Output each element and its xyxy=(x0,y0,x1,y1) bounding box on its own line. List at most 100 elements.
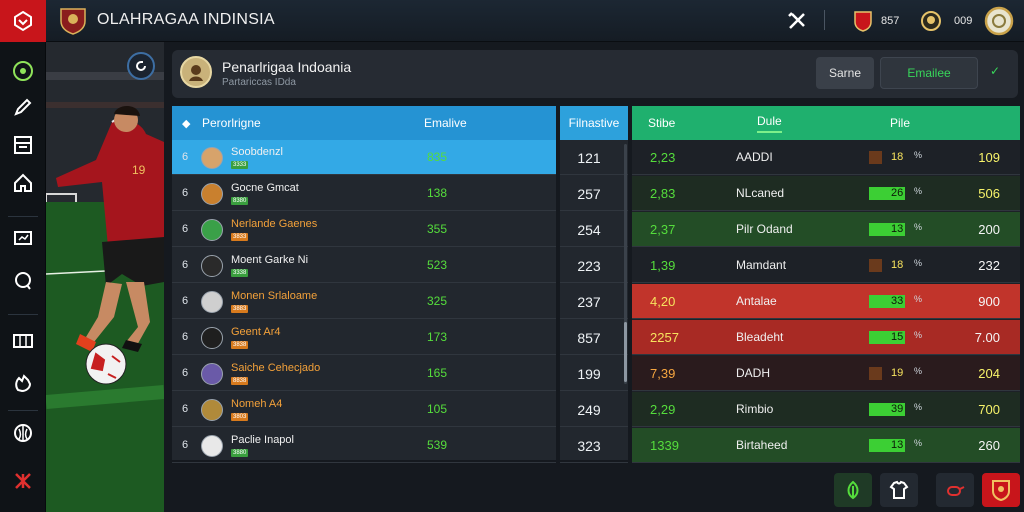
player-rank: 6 xyxy=(182,403,189,415)
svg-text:19: 19 xyxy=(132,163,146,177)
column-header-label: Pile xyxy=(890,116,911,130)
stats-row[interactable]: 2,83 NLcaned 26% 506 xyxy=(632,176,1020,211)
club-crest-icon xyxy=(60,8,86,35)
sidebar-item-home[interactable] xyxy=(8,168,38,198)
player-rank: 6 xyxy=(182,151,189,163)
player-avatar xyxy=(201,255,223,277)
profile-button[interactable] xyxy=(984,6,1014,36)
row-value: 857 xyxy=(577,330,601,346)
stat-total: 900 xyxy=(978,294,1000,309)
stat-badge-two[interactable]: 009 xyxy=(920,6,972,36)
stat-bar: 18 xyxy=(869,151,907,164)
table-row[interactable]: 254 xyxy=(560,212,628,247)
scrollbar-thumb[interactable] xyxy=(624,322,627,382)
players-list: 6 Soobdenzl 3333 835 6 Gocne Gmcat 8380 138 6 Ner… xyxy=(172,140,556,463)
row-value: 223 xyxy=(577,258,601,274)
sidebar-item-table[interactable] xyxy=(8,326,38,356)
table-row[interactable]: 257 xyxy=(560,176,628,211)
stat-name: Rimbio xyxy=(736,402,774,416)
player-name: Moent Garke Ni xyxy=(231,254,309,266)
logo-button[interactable] xyxy=(0,0,46,42)
sidebar-item-brand[interactable] xyxy=(8,466,38,496)
stat-badge-one[interactable]: 857 xyxy=(853,6,899,36)
table-row[interactable]: 199 xyxy=(560,356,628,391)
table-row[interactable]: 6 Geent Ar4 3838 173 xyxy=(172,320,556,355)
table-row[interactable]: 6 Gocne Gmcat 8380 138 xyxy=(172,176,556,211)
table-row[interactable]: 6 Soobdenzl 3333 835 xyxy=(172,140,556,175)
training-button[interactable] xyxy=(834,473,872,507)
table-row[interactable]: 6 Monen Srlaloame 3883 325 xyxy=(172,284,556,319)
player-value: 325 xyxy=(427,294,448,308)
stats-row[interactable]: 4,20 Antalae 33% 900 xyxy=(632,284,1020,319)
player-name: Nomeh A4 xyxy=(231,398,283,410)
stat-one-value: 857 xyxy=(881,15,900,27)
player-tag: 3338 xyxy=(231,269,249,277)
back-button[interactable] xyxy=(127,52,155,80)
stats-row[interactable]: 1,39Mamdant918%232 xyxy=(632,248,1020,283)
stat-percent: % xyxy=(914,258,923,268)
player-name: Gocne Gmcat xyxy=(231,182,299,194)
stat-percent: % xyxy=(914,402,923,412)
stats-row[interactable]: 1339Birtaheed013%260 xyxy=(632,428,1020,463)
table-row[interactable]: 223 xyxy=(560,248,628,283)
column-header-players[interactable]: ◆ Perorlrigne Emalive xyxy=(172,106,556,140)
table-row[interactable]: 249 xyxy=(560,392,628,427)
stat-name: DADH xyxy=(736,366,771,380)
table-row[interactable]: 323 xyxy=(560,428,628,463)
stat-total: 7.00 xyxy=(974,330,1000,345)
column-header-stats[interactable]: Stibe Dule Pile xyxy=(632,106,1020,140)
sidebar-item-calendar[interactable] xyxy=(8,130,38,160)
stat-ratio: 2257 xyxy=(650,330,679,345)
player-tag: 3880 xyxy=(231,449,249,457)
sidebar-item-chat[interactable] xyxy=(8,266,38,296)
player-name: Paclie Inapol xyxy=(231,434,294,446)
sidebar-item-edit[interactable] xyxy=(8,92,38,122)
stats-row[interactable]: 7,39DADH119%204 xyxy=(632,356,1020,391)
table-row[interactable]: 6 Nomeh A4 3803 105 xyxy=(172,392,556,427)
row-value: 199 xyxy=(577,366,601,382)
stat-bar-value: 33 xyxy=(891,295,904,307)
column-header-value[interactable]: Filnastive xyxy=(560,106,628,140)
whistle-button[interactable] xyxy=(936,473,974,507)
table-row[interactable]: 237 xyxy=(560,284,628,319)
tab-dule[interactable]: Dule xyxy=(757,114,782,133)
table-row[interactable]: 121 xyxy=(560,140,628,175)
team-name: Penarlrigaa Indoania xyxy=(222,59,352,75)
stat-percent: % xyxy=(914,330,923,340)
stats-list: 2,23AADDI118%1092,83NLcaned26%5062,37Pil… xyxy=(632,140,1020,463)
sidebar-item-shield[interactable] xyxy=(8,418,38,448)
stat-bar: 26 xyxy=(869,187,907,200)
sidebar-item-hand[interactable] xyxy=(8,368,38,398)
stat-ratio: 7,39 xyxy=(650,366,676,381)
scrollbar-track[interactable] xyxy=(624,144,627,384)
emailee-button[interactable]: Emailee xyxy=(880,57,978,89)
sidebar-item-stats[interactable] xyxy=(8,224,38,254)
team-crest-icon xyxy=(180,56,212,88)
player-tag: 8838 xyxy=(231,377,249,385)
table-row[interactable]: 857 xyxy=(560,320,628,355)
row-value: 323 xyxy=(577,438,601,454)
stats-row[interactable]: 2,29 Rimbio 39% 700 xyxy=(632,392,1020,427)
tools-button[interactable] xyxy=(786,6,808,36)
sidebar-item-target[interactable] xyxy=(8,56,38,86)
player-name: Geent Ar4 xyxy=(231,326,281,338)
kit-button[interactable] xyxy=(880,473,918,507)
table-row[interactable]: 6 Paclie Inapol 3880 539 xyxy=(172,428,556,463)
table-row[interactable]: 6 Moent Garke Ni 3338 523 xyxy=(172,248,556,283)
stats-row[interactable]: 2,23AADDI118%109 xyxy=(632,140,1020,175)
table-row[interactable]: 6 Saiche Cehecjado 8838 165 xyxy=(172,356,556,391)
stats-row[interactable]: 2257Bleadeht015%7.00 xyxy=(632,320,1020,355)
shield-icon xyxy=(14,423,32,442)
club-button[interactable] xyxy=(982,473,1020,507)
row-value: 121 xyxy=(577,150,601,166)
player-rank: 6 xyxy=(182,331,189,343)
stat-total: 506 xyxy=(978,186,1000,201)
stat-bar-value: 13 xyxy=(891,223,904,235)
sarne-button[interactable]: Sarne xyxy=(816,57,874,89)
stat-bar-fill xyxy=(869,439,906,452)
chevron-down-icon[interactable]: ✓ xyxy=(990,64,1001,78)
player-rank: 6 xyxy=(182,259,189,271)
home-icon xyxy=(14,173,32,192)
table-row[interactable]: 6 Nerlande Gaenes 3833 355 xyxy=(172,212,556,247)
